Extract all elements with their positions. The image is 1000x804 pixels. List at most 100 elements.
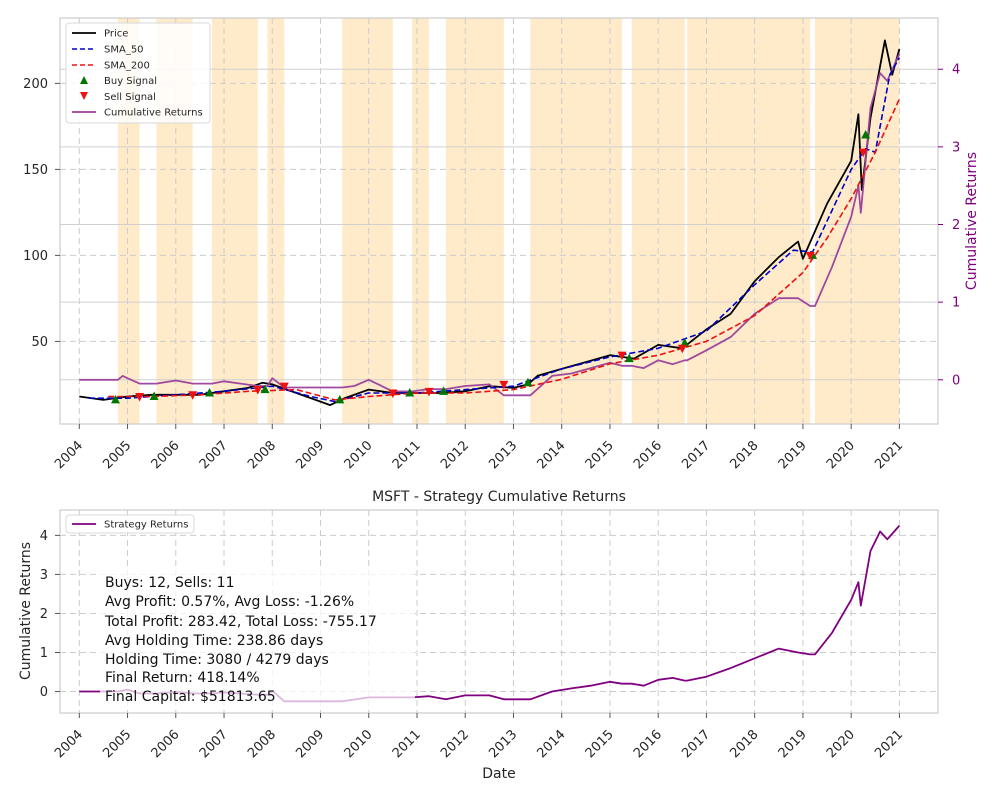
x-tick-label: 2020 xyxy=(824,727,858,761)
sell-signal-marker xyxy=(388,389,398,399)
x-tick-label: 2005 xyxy=(100,727,134,761)
x-tick-label: 2009 xyxy=(293,438,327,472)
stat-total-profit-loss: Total Profit: 283.42, Total Loss: -755.1… xyxy=(104,614,377,630)
x-tick-label: 2017 xyxy=(679,438,713,472)
x-tick-label: 2009 xyxy=(293,727,327,761)
y-tick-label: 200 xyxy=(23,77,48,92)
y-tick-label: 2 xyxy=(40,607,48,622)
x-tick-label: 2005 xyxy=(100,438,134,472)
legend-label-buy: Buy Signal xyxy=(104,76,157,87)
top-panel: 2004 2005 2006 2007 2008 2009 2010 2011 2012 2013… xyxy=(23,17,980,472)
holding-period xyxy=(211,18,258,424)
sell-signal-marker xyxy=(858,148,868,158)
top-plot-frame xyxy=(59,17,939,425)
sell-signal-marker xyxy=(253,386,263,395)
x-tick-label: 2020 xyxy=(824,438,858,472)
stats-box: Buys: 12, Sells: 11 Avg Profit: 0.57%, A… xyxy=(100,570,415,706)
bottom-x-axis-label: Date xyxy=(482,766,515,782)
x-tick-label: 2008 xyxy=(245,727,279,761)
x-tick-label: 2011 xyxy=(390,727,424,761)
x-tick-label: 2019 xyxy=(776,727,810,761)
sell-signal-marker xyxy=(135,392,145,402)
y-tick-label: 0 xyxy=(40,685,48,700)
sell-signal-marker xyxy=(617,351,627,361)
legend-label-sell: Sell Signal xyxy=(104,92,156,103)
buy-signal-marker xyxy=(624,353,634,363)
x-tick-label: 2019 xyxy=(776,438,810,472)
stat-avg-holding-time: Avg Holding Time: 238.86 days xyxy=(105,633,323,649)
x-tick-label: 2021 xyxy=(872,727,906,761)
x-tick-label: 2012 xyxy=(438,438,472,472)
x-tick-label: 2013 xyxy=(486,438,520,472)
x-tick-label: 2014 xyxy=(535,727,569,761)
legend-label-sma50: SMA_50 xyxy=(104,45,144,56)
x-tick-label: 2010 xyxy=(342,727,376,761)
x-tick-label: 2006 xyxy=(149,438,183,472)
x-tick-label: 2010 xyxy=(342,438,376,472)
bottom-panel: MSFT - Strategy Cumulative Returns Buys:… xyxy=(18,489,939,782)
sell-signal-marker xyxy=(188,391,198,400)
bottom-legend-box xyxy=(65,514,195,534)
stat-final-return: Final Return: 418.14% xyxy=(105,670,260,686)
sell-signal-marker xyxy=(279,382,289,392)
stat-final-capital: Final Capital: $51813.65 xyxy=(105,689,276,705)
sell-signal-marker xyxy=(499,380,509,390)
x-tick-label: 2008 xyxy=(245,438,279,472)
sell-signal-marker xyxy=(424,387,434,397)
y-tick-label: 4 xyxy=(40,529,48,544)
stat-avg-profit-loss: Avg Profit: 0.57%, Avg Loss: -1.26% xyxy=(105,594,354,610)
bottom-plot-frame xyxy=(59,509,939,714)
holding-period xyxy=(342,18,393,424)
top-right-y-ticks: 0 1 2 3 4 xyxy=(938,63,960,388)
bottom-y-axis-label: Cumulative Returns xyxy=(18,542,34,680)
x-tick-label: 2007 xyxy=(197,727,231,761)
legend-label-strategy: Strategy Returns xyxy=(104,520,188,531)
y2-tick-label: 1 xyxy=(952,296,960,311)
buy-signal-marker xyxy=(861,129,871,139)
signal-markers xyxy=(110,129,871,404)
holding-period xyxy=(445,18,504,424)
buy-signal-marker xyxy=(405,388,415,397)
x-tick-label: 2011 xyxy=(390,438,424,472)
x-tick-label: 2016 xyxy=(631,438,665,472)
holding-period xyxy=(814,18,900,424)
x-tick-label: 2021 xyxy=(872,438,906,472)
top-legend-box xyxy=(65,22,211,124)
x-tick-label: 2018 xyxy=(728,727,762,761)
sell-signal-marker xyxy=(677,344,687,354)
legend-label-sma200: SMA_200 xyxy=(104,61,150,72)
buy-signal-marker xyxy=(110,394,120,404)
x-tick-label: 2006 xyxy=(149,727,183,761)
holding-period xyxy=(412,18,430,424)
y-tick-label: 150 xyxy=(23,163,48,178)
buy-signal-marker xyxy=(260,384,270,394)
y2-tick-label: 3 xyxy=(952,140,960,155)
stats-background xyxy=(100,570,415,706)
x-tick-label: 2018 xyxy=(728,438,762,472)
top-legend: Price SMA_50 SMA_200 Buy Signal Sell Sig… xyxy=(65,22,211,124)
bottom-chart-title: MSFT - Strategy Cumulative Returns xyxy=(372,489,626,505)
bottom-legend: Strategy Returns xyxy=(65,514,195,534)
top-grid xyxy=(60,18,938,424)
stat-buys-sells: Buys: 12, Sells: 11 xyxy=(105,575,235,591)
x-tick-label: 2013 xyxy=(486,727,520,761)
bottom-x-ticks: 2004 2005 2006 2007 2008 2009 2010 2011 2012 2013… xyxy=(52,713,906,761)
buy-signal-marker xyxy=(523,377,533,387)
top-y-ticks: 50 100 150 200 xyxy=(23,77,60,350)
price-line xyxy=(79,39,901,407)
buy-signal-marker xyxy=(205,388,215,397)
y-tick-label: 3 xyxy=(40,568,48,583)
top-x-ticks: 2004 2005 2006 2007 2008 2009 2010 2011 2012 2013… xyxy=(52,424,906,472)
holding-period xyxy=(267,18,285,424)
buy-signal-marker xyxy=(149,391,159,400)
sell-signal-marker xyxy=(805,251,815,261)
top-right-axis-label: Cumulative Returns xyxy=(964,152,980,290)
cumulative-returns-line xyxy=(79,53,901,397)
legend-label-price: Price xyxy=(104,29,128,40)
bottom-y-ticks: 0 1 2 3 4 xyxy=(40,529,60,700)
x-tick-label: 2015 xyxy=(583,727,617,761)
legend-swatch-buy xyxy=(80,76,88,84)
x-tick-label: 2004 xyxy=(52,438,86,472)
